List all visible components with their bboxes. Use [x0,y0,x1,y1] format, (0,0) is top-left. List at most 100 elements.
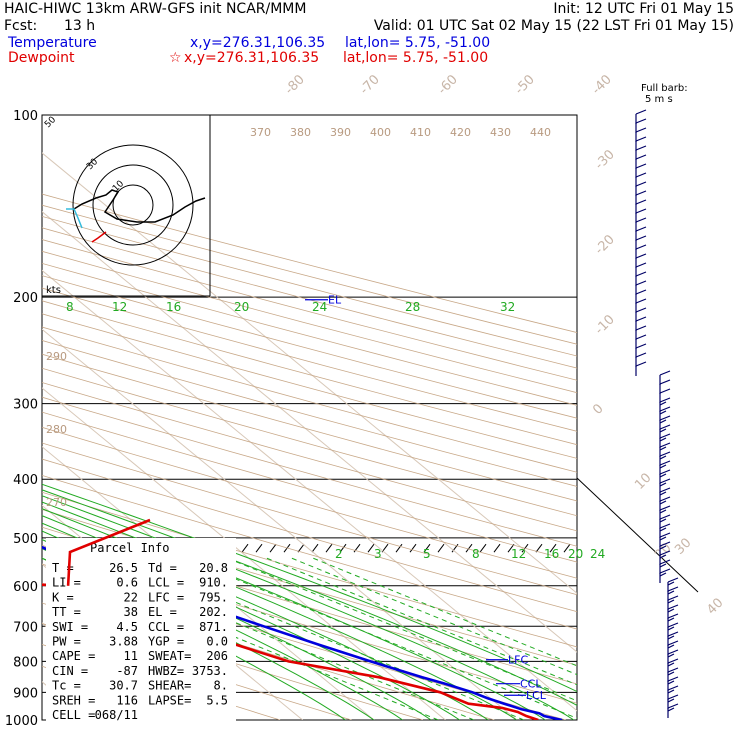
hodograph-ring-label: 30 [85,157,100,172]
parcel-info-value: 068/11 [95,708,138,722]
wind-barb-flag [635,199,647,205]
theta-label: 270 [46,496,67,509]
wind-barb-flag [659,433,671,439]
pressure-tick-label: 900 [13,686,38,701]
pressure-tick-label: 100 [13,109,38,124]
forecast-hour: 13 h [64,18,96,34]
wind-barb-flag [635,271,647,277]
isotherm-line [42,152,577,594]
isotherm-label: -10 [592,312,618,338]
valid-time: Valid: 01 UTC Sat 02 May 15 (22 LST Fri … [373,18,734,34]
wind-barb-flag [659,388,671,394]
dry-adiabat [42,300,577,446]
isotherm-line [42,328,518,720]
wind-barb-flag [659,406,671,412]
wind-panel-edge [576,477,699,593]
parcel-info-value: 3753. [192,664,228,678]
theta-e-label: 12 [112,300,127,314]
wind-barb-flag [635,145,647,151]
wind-barb-flag [659,536,667,541]
parcel-info-key: LI = [52,576,81,590]
wind-barb-flag [667,617,675,622]
hash-mark [493,543,501,553]
isotherm-line [42,446,375,720]
dry-adiabat [42,582,495,720]
parcel-info-key: LAPSE= [148,693,191,707]
theta-label: 290 [46,350,67,363]
hash-mark [311,543,319,553]
pressure-tick-label: 800 [13,655,38,670]
dry-adiabat [42,602,424,720]
wind-barb-flag [659,550,671,556]
wind-barb-flag [635,307,647,313]
wind-barb-flag [667,653,675,658]
parcel-info-value: 0.0 [206,635,228,649]
wind-barb-flag [659,419,667,424]
isotherm-line [42,269,577,712]
parcel-info-value: -87 [116,664,138,678]
dry-adiabat [42,340,577,487]
hodograph-units: kts [46,285,61,296]
wind-barb-flag [667,667,679,673]
mixing-ratio-label: 16 [544,547,559,561]
parcel-info-key: SREH = [52,693,95,707]
parcel-info-value: 202. [199,605,228,619]
parcel-info-key: HWBZ= [148,664,184,678]
wind-barb-flag [659,500,667,505]
wind-barb-flag [667,613,679,619]
hash-mark [409,543,417,553]
isotherm-label: -40 [589,72,615,98]
pressure-tick-label: 600 [13,580,38,595]
mixing-ratio-label: 24 [590,547,605,561]
hash-mark [563,543,571,553]
mixing-ratio-label: 3 [374,547,382,561]
theta-e-label: 32 [500,300,515,314]
dry-adiabat [42,262,577,406]
wind-barb-flag [667,640,679,646]
wind-barb-flag [635,253,647,259]
parcel-info-value: 116 [116,693,138,707]
isotherm-label: -60 [435,72,461,98]
isotherm-line [42,211,577,653]
wind-barb-flag [659,532,671,538]
dry-adiabat [42,215,577,357]
mixing-ratio-label: 5 [423,547,431,561]
dewpoint-xy: x,y=276.31,106.35 [184,50,320,66]
wind-barb-flag [659,464,667,469]
hash-mark [297,543,305,553]
dry-adiabat [42,275,577,419]
hash-mark [535,543,543,553]
wind-barb-flag [659,415,671,421]
moist-adiabat [42,489,577,706]
dry-adiabat [42,227,577,369]
hash-mark [507,543,515,553]
pressure-tick-label: 200 [13,291,38,306]
wind-barb-flag [659,509,667,514]
wind-barb-flag [667,644,675,649]
wind-barb-flag [635,109,647,115]
hodograph-ring [72,144,194,266]
wind-barb-flag [667,649,679,655]
wind-barb-flag [659,460,671,466]
parcel-info-value: 0.6 [116,576,138,590]
theta-e-label: 16 [166,300,181,314]
theta-label: 440 [530,126,551,139]
hash-mark [255,543,263,553]
parcel-info-key: YGP = [148,635,184,649]
parcel-info-value: 3.88 [109,635,138,649]
wind-barb-flag [635,352,647,358]
parcel-info-key: LCL = [148,576,184,590]
wind-barb-flag [667,707,675,712]
wind-barb-flag [659,505,671,511]
wind-barb-flag [635,235,647,241]
wind-barb-flag [659,518,667,523]
parcel-info-key: SWI = [52,620,88,634]
wind-barb-flag [659,446,667,451]
wind-barb-flag [659,514,671,520]
isotherm-label: -80 [282,72,308,98]
wind-barb-flag [635,244,647,250]
wind-barb-flag [659,541,671,547]
parcel-info-value: 26.5 [109,561,138,575]
parcel-level-label: CCL [520,678,542,691]
wind-barb-flag [659,568,671,574]
